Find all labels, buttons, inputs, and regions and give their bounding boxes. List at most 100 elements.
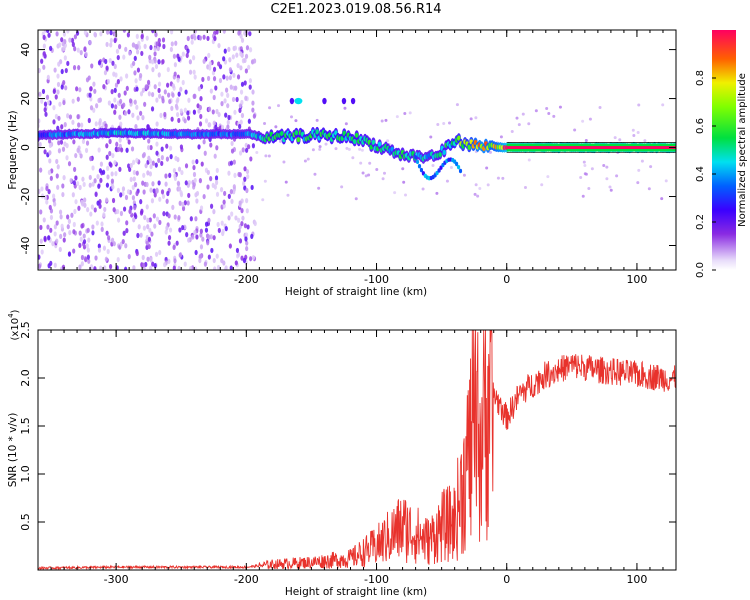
- noise-cell: [135, 190, 139, 197]
- noise-cell: [240, 255, 244, 261]
- noise-cell: [141, 87, 145, 93]
- noise-cell: [69, 177, 73, 184]
- noise-cell: [73, 34, 78, 40]
- noise-cell: [111, 184, 115, 190]
- noise-cell: [243, 80, 247, 86]
- noise-cell: [181, 201, 185, 208]
- noise-cell: [226, 119, 230, 125]
- noise-cell: [108, 264, 113, 270]
- noise-cell: [109, 42, 113, 48]
- noise-cell: [86, 254, 90, 260]
- noise-cell: [247, 144, 251, 150]
- noise-cell: [590, 167, 594, 171]
- noise-cell: [177, 91, 181, 97]
- noise-cell: [220, 220, 224, 226]
- noise-cell: [167, 235, 172, 241]
- snr-panel: -300 -200 -100 0 100 0.5 1.0 1.5 2.0 2.5 Height of…: [7, 309, 677, 598]
- noise-cell: [144, 84, 148, 90]
- noise-cell: [209, 142, 213, 148]
- noise-cell: [545, 107, 549, 111]
- noise-cell: [163, 89, 167, 95]
- noise-cell: [334, 147, 338, 151]
- noise-cell: [151, 160, 155, 166]
- noise-cell: [246, 224, 250, 230]
- noise-cell: [186, 115, 191, 121]
- noise-cell: [125, 85, 129, 92]
- noise-cell: [243, 166, 247, 172]
- noise-cell: [93, 266, 97, 270]
- noise-cell: [375, 167, 379, 171]
- noise-cell: [45, 185, 49, 192]
- noise-cell: [168, 98, 172, 105]
- noise-cell: [192, 55, 196, 61]
- noise-cell: [78, 87, 82, 93]
- noise-cell: [150, 59, 155, 65]
- noise-cell: [149, 44, 153, 51]
- noise-cell: [139, 199, 143, 205]
- noise-cell: [151, 91, 155, 98]
- noise-cell: [152, 188, 156, 194]
- noise-cell: [121, 186, 126, 192]
- snr-plot-frame: [37, 329, 677, 571]
- noise-cell: [178, 227, 182, 233]
- noise-cell: [228, 67, 233, 73]
- noise-cell: [579, 176, 583, 180]
- noise-cell: [89, 264, 94, 270]
- noise-cell: [100, 221, 104, 227]
- noise-cell: [158, 219, 162, 226]
- noise-cell: [206, 75, 211, 82]
- noise-cell: [104, 58, 108, 65]
- noise-cell: [212, 120, 216, 126]
- snr-y-axis-label: SNR (10 * v/v): [7, 413, 19, 488]
- noise-cell: [117, 92, 121, 98]
- noise-cell: [177, 166, 182, 172]
- noise-cell: [245, 45, 250, 51]
- noise-cell: [278, 139, 282, 143]
- noise-cell: [153, 263, 157, 269]
- noise-cell: [155, 216, 160, 222]
- noise-cell: [80, 122, 84, 128]
- branch-cell: [413, 155, 418, 160]
- noise-cell: [206, 169, 210, 176]
- noise-cell: [225, 87, 229, 93]
- noise-cell: [204, 118, 209, 124]
- noise-cell: [238, 238, 243, 244]
- noise-cell: [199, 205, 204, 211]
- noise-cell: [38, 263, 42, 270]
- noise-cell: [150, 198, 155, 204]
- noise-cell: [218, 77, 223, 84]
- noise-cell: [187, 97, 191, 103]
- noise-cell: [168, 172, 172, 178]
- noise-cell: [215, 167, 219, 174]
- noise-cell: [251, 107, 255, 113]
- noise-cell: [217, 61, 221, 67]
- noise-cell: [142, 225, 147, 231]
- noise-cell: [213, 266, 217, 270]
- noise-cell: [384, 118, 388, 122]
- ridge-cell: [352, 138, 357, 145]
- noise-cell: [188, 59, 192, 65]
- noise-cell: [179, 86, 183, 92]
- noise-cell: [145, 35, 149, 41]
- noise-cell: [146, 79, 151, 85]
- noise-cell: [43, 107, 47, 113]
- noise-cell: [116, 54, 120, 61]
- noise-cell: [201, 236, 205, 242]
- noise-cell: [209, 234, 213, 240]
- noise-cell: [155, 141, 159, 147]
- noise-cell: [142, 172, 146, 178]
- noise-cell: [70, 212, 74, 218]
- noise-cell: [153, 192, 157, 198]
- noise-cell: [199, 96, 203, 102]
- noise-cell: [58, 209, 63, 215]
- noise-cell: [136, 115, 140, 121]
- noise-cell: [382, 171, 386, 175]
- noise-cell: [86, 207, 90, 213]
- noise-cell: [149, 265, 153, 270]
- noise-cell: [157, 59, 161, 65]
- noise-cell: [73, 208, 77, 215]
- noise-cell: [58, 101, 62, 107]
- noise-cell: [147, 138, 151, 144]
- noise-cell: [72, 248, 76, 254]
- noise-cell: [462, 173, 466, 177]
